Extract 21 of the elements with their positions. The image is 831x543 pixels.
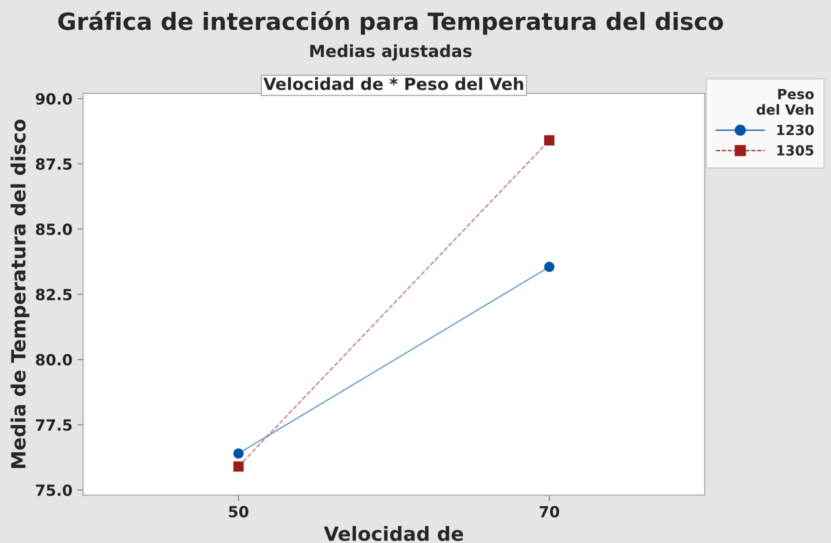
chart-subtitle: Medias ajustadas: [310, 44, 472, 61]
y-tick-label: 87.5: [36, 158, 72, 170]
chart-title: Gráfica de interacción para Temperatura del disco: [58, 10, 723, 35]
x-axis-title: Velocidad de: [324, 526, 464, 542]
y-tick-label: 77.5: [36, 419, 72, 431]
x-tick-label: 50: [229, 506, 248, 518]
legend-title: Peso del Veh: [756, 88, 814, 115]
y-tick-label: 90.0: [36, 93, 72, 105]
legend-label: 1305: [777, 145, 814, 156]
y-axis-title: Media de Temperatura del disco: [10, 120, 30, 468]
y-tick-label: 75.0: [36, 484, 72, 496]
point: [233, 448, 244, 459]
y-tick-label: 85.0: [36, 224, 72, 236]
x-tick-label: 70: [540, 506, 560, 518]
point: [233, 461, 244, 472]
legend-label: 1230: [777, 124, 814, 136]
point: [544, 262, 554, 272]
text: Velocidad de * Peso del Veh: [263, 77, 524, 90]
y-tick-label: 80.0: [36, 354, 72, 366]
point: [544, 135, 554, 146]
y-tick-label: 82.5: [36, 288, 72, 300]
